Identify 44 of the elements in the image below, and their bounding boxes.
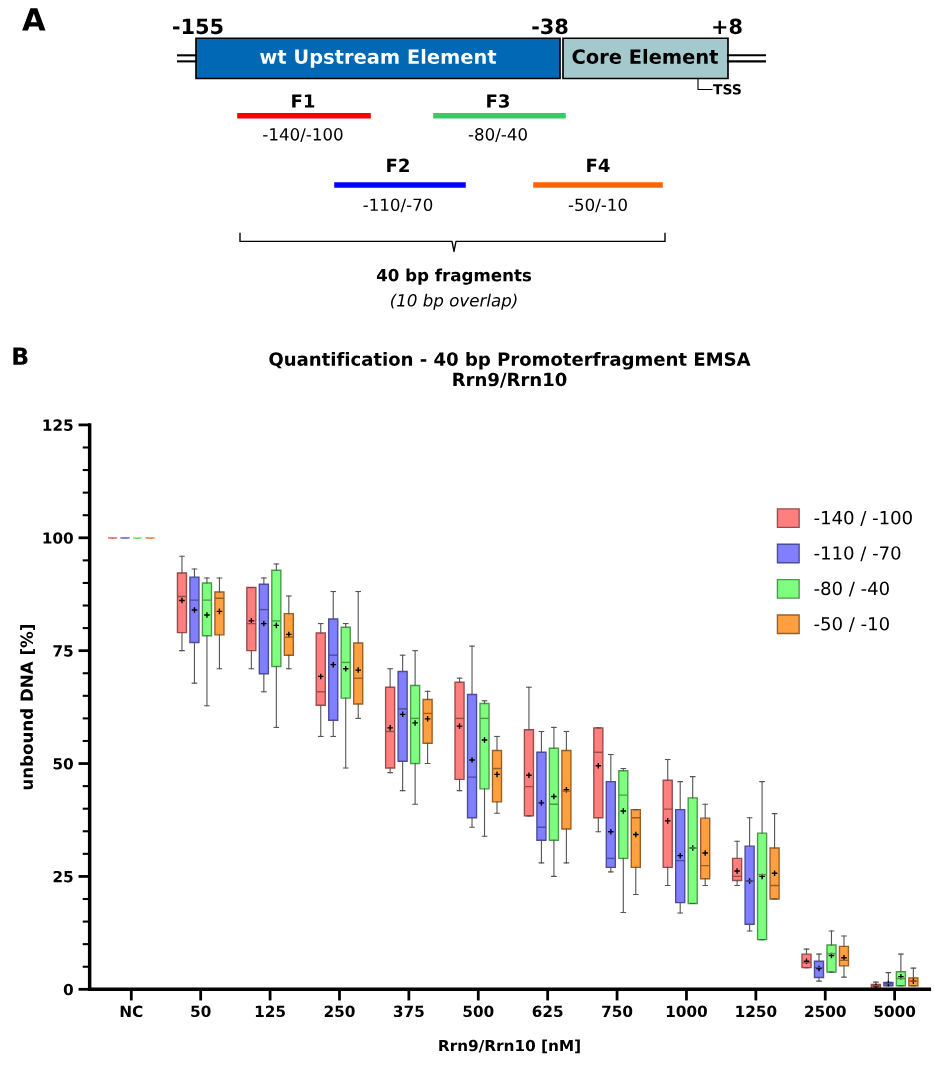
legend-label: -140 / -100: [814, 510, 912, 526]
y-tick-label: 0: [63, 983, 73, 996]
y-tick-label: 75: [53, 645, 73, 657]
x-tick-label: 125: [255, 1005, 285, 1018]
chart-title: Quantification - 40 bp Promoterfragment EMSA: [269, 351, 751, 370]
x-tick-label: 2500: [805, 1005, 846, 1018]
x-axis-title: Rrn9/Rrn10 [nM]: [439, 1039, 580, 1054]
text: -50/-10: [568, 198, 627, 213]
legend-label: -80 / -40: [814, 581, 889, 597]
text: F1: [292, 94, 315, 108]
y-axis-title: unbound DNA [%]: [20, 625, 35, 790]
x-tick-label: 500: [463, 1005, 494, 1018]
x-tick-label: 1250: [736, 1005, 777, 1018]
text: 40 bp fragments: [376, 268, 532, 285]
text: Core Element: [572, 48, 718, 64]
x-tick-label: 250: [324, 1005, 355, 1018]
y-tick-label: 25: [53, 870, 73, 883]
legend-label: -50 / -10: [814, 616, 889, 632]
x-tick-label: 625: [532, 1005, 563, 1018]
text: -110/-70: [363, 198, 433, 213]
text: -38: [532, 18, 568, 35]
text: TSS: [713, 84, 741, 95]
y-tick-label: 125: [43, 419, 73, 431]
text: -155: [173, 18, 223, 35]
text: +8: [713, 18, 742, 35]
y-tick-label: 50: [53, 758, 73, 770]
x-tick-label: 50: [191, 1005, 211, 1018]
y-tick-label: 100: [43, 532, 73, 544]
chart-subtitle: Rrn9/Rrn10: [453, 372, 567, 388]
legend-label: -110 / -70: [814, 546, 901, 562]
text: -80/-40: [468, 128, 527, 142]
text: F3: [487, 94, 510, 108]
x-tick-label: 375: [393, 1005, 424, 1018]
x-tick-label: 5000: [874, 1005, 916, 1018]
text: wt Upstream Element: [260, 48, 497, 68]
x-tick-label: 750: [602, 1005, 633, 1018]
x-tick-label: NC: [120, 1005, 143, 1018]
text: F4: [587, 158, 610, 172]
x-tick-label: 1000: [666, 1005, 707, 1018]
text: -140/-100: [263, 128, 343, 142]
text: (10 bp overlap): [391, 293, 517, 310]
text: F2: [387, 158, 409, 172]
text: A: [22, 8, 46, 31]
text: B: [13, 347, 28, 365]
